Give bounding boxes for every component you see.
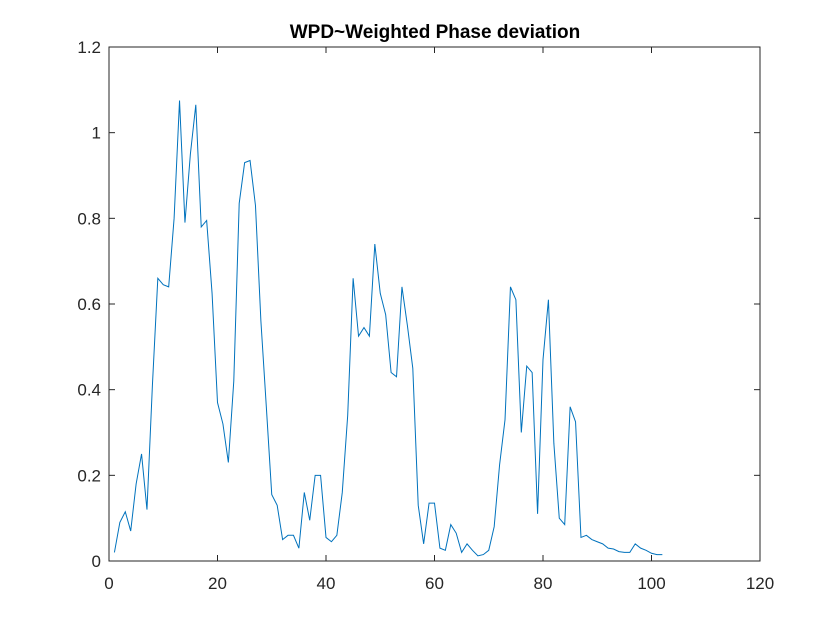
- y-axis: 0 0.2 0.4 0.6 0.8 1 1.2: [77, 38, 760, 571]
- x-tick-label: 60: [425, 574, 444, 593]
- y-tick-label: 0.6: [77, 295, 101, 314]
- x-tick-label: 40: [317, 574, 336, 593]
- y-tick-label: 1.2: [77, 38, 101, 57]
- y-tick-label: 0.2: [77, 466, 101, 485]
- series-line: [113, 100, 663, 557]
- x-tick-label: 80: [534, 574, 553, 593]
- x-tick-label: 120: [746, 574, 774, 593]
- y-tick-label: 1: [92, 124, 101, 143]
- y-tick-label: 0: [92, 552, 101, 571]
- x-tick-label: 20: [208, 574, 227, 593]
- axes-box: [108, 46, 761, 562]
- x-axis: 0 20 40 60 80 100 120: [104, 47, 774, 593]
- x-tick-label: 0: [104, 574, 113, 593]
- y-tick-label: 0.4: [77, 381, 101, 400]
- y-tick-label: 0.8: [77, 209, 101, 228]
- chart-title: WPD~Weighted Phase deviation: [290, 22, 581, 43]
- plot-area: [108, 46, 761, 562]
- x-tick-label: 100: [637, 574, 665, 593]
